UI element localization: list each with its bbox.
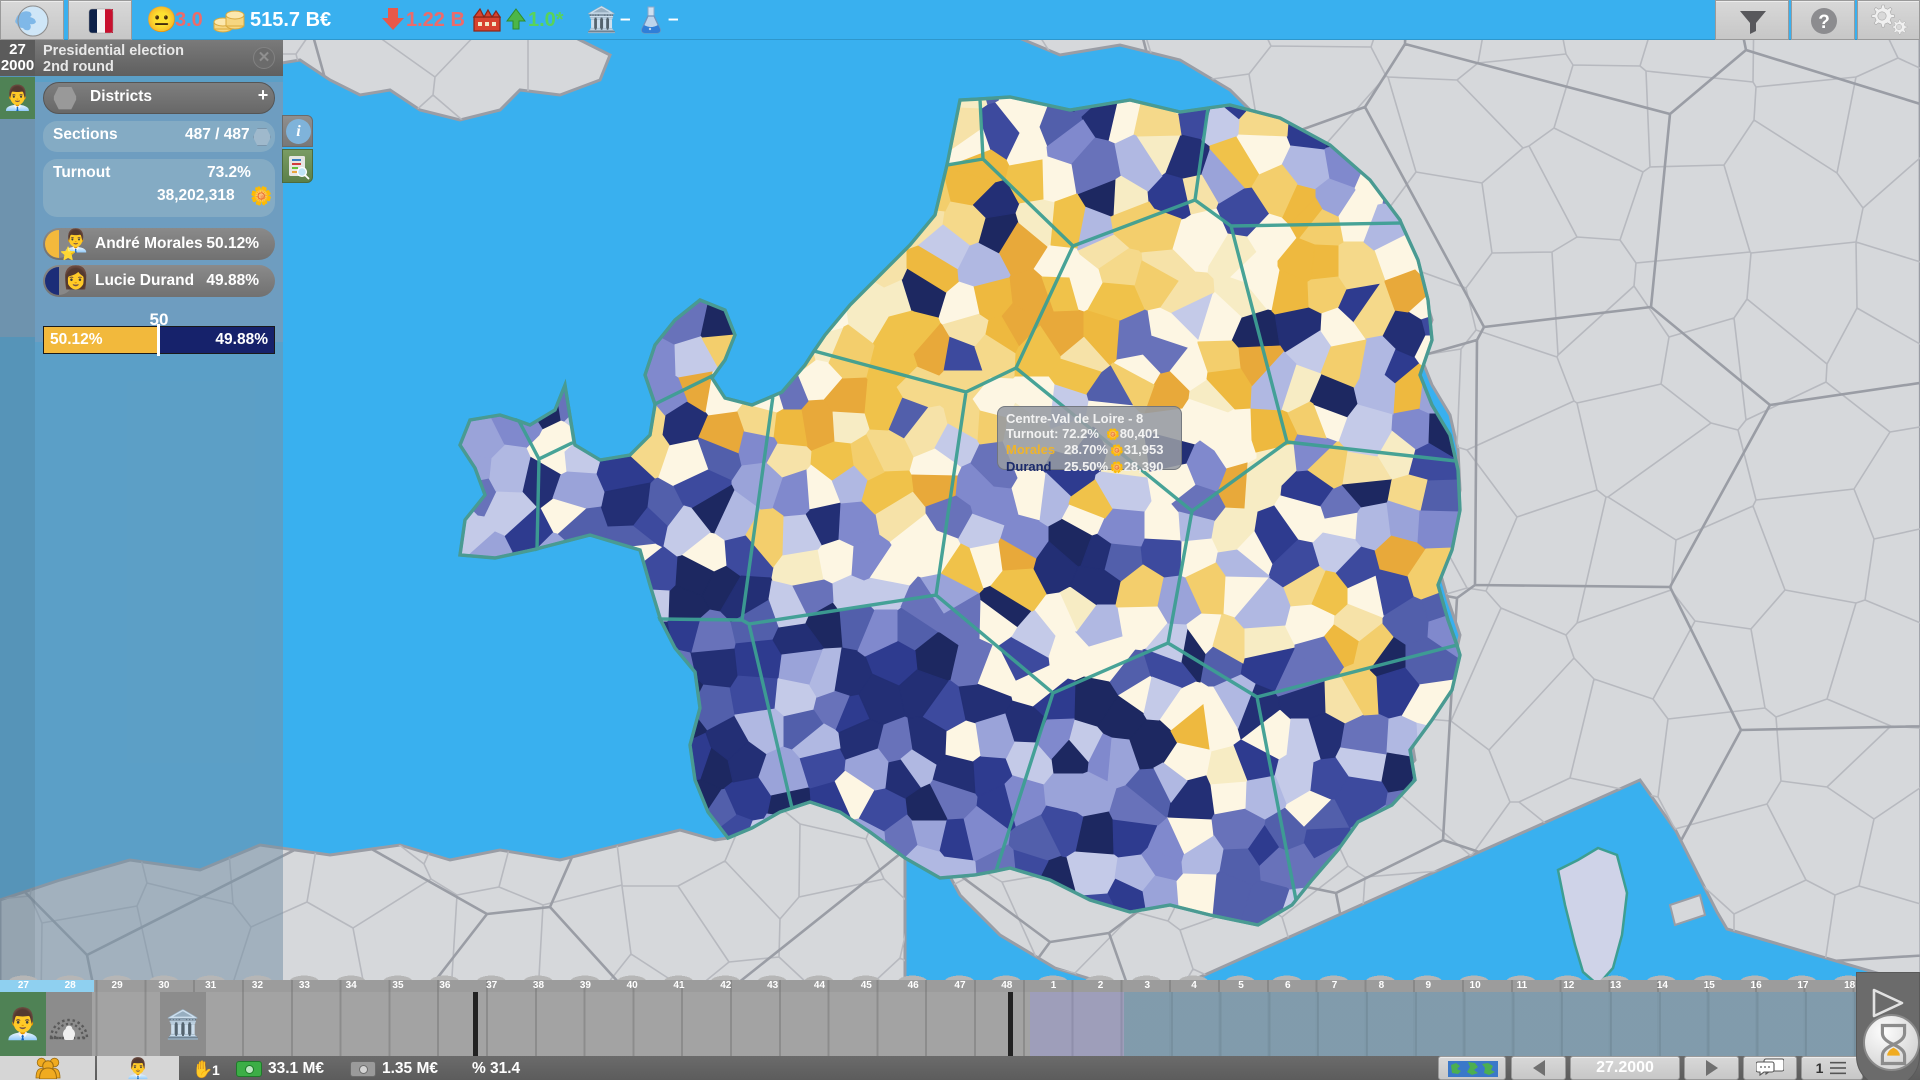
svg-text:?: ? — [1818, 12, 1830, 33]
